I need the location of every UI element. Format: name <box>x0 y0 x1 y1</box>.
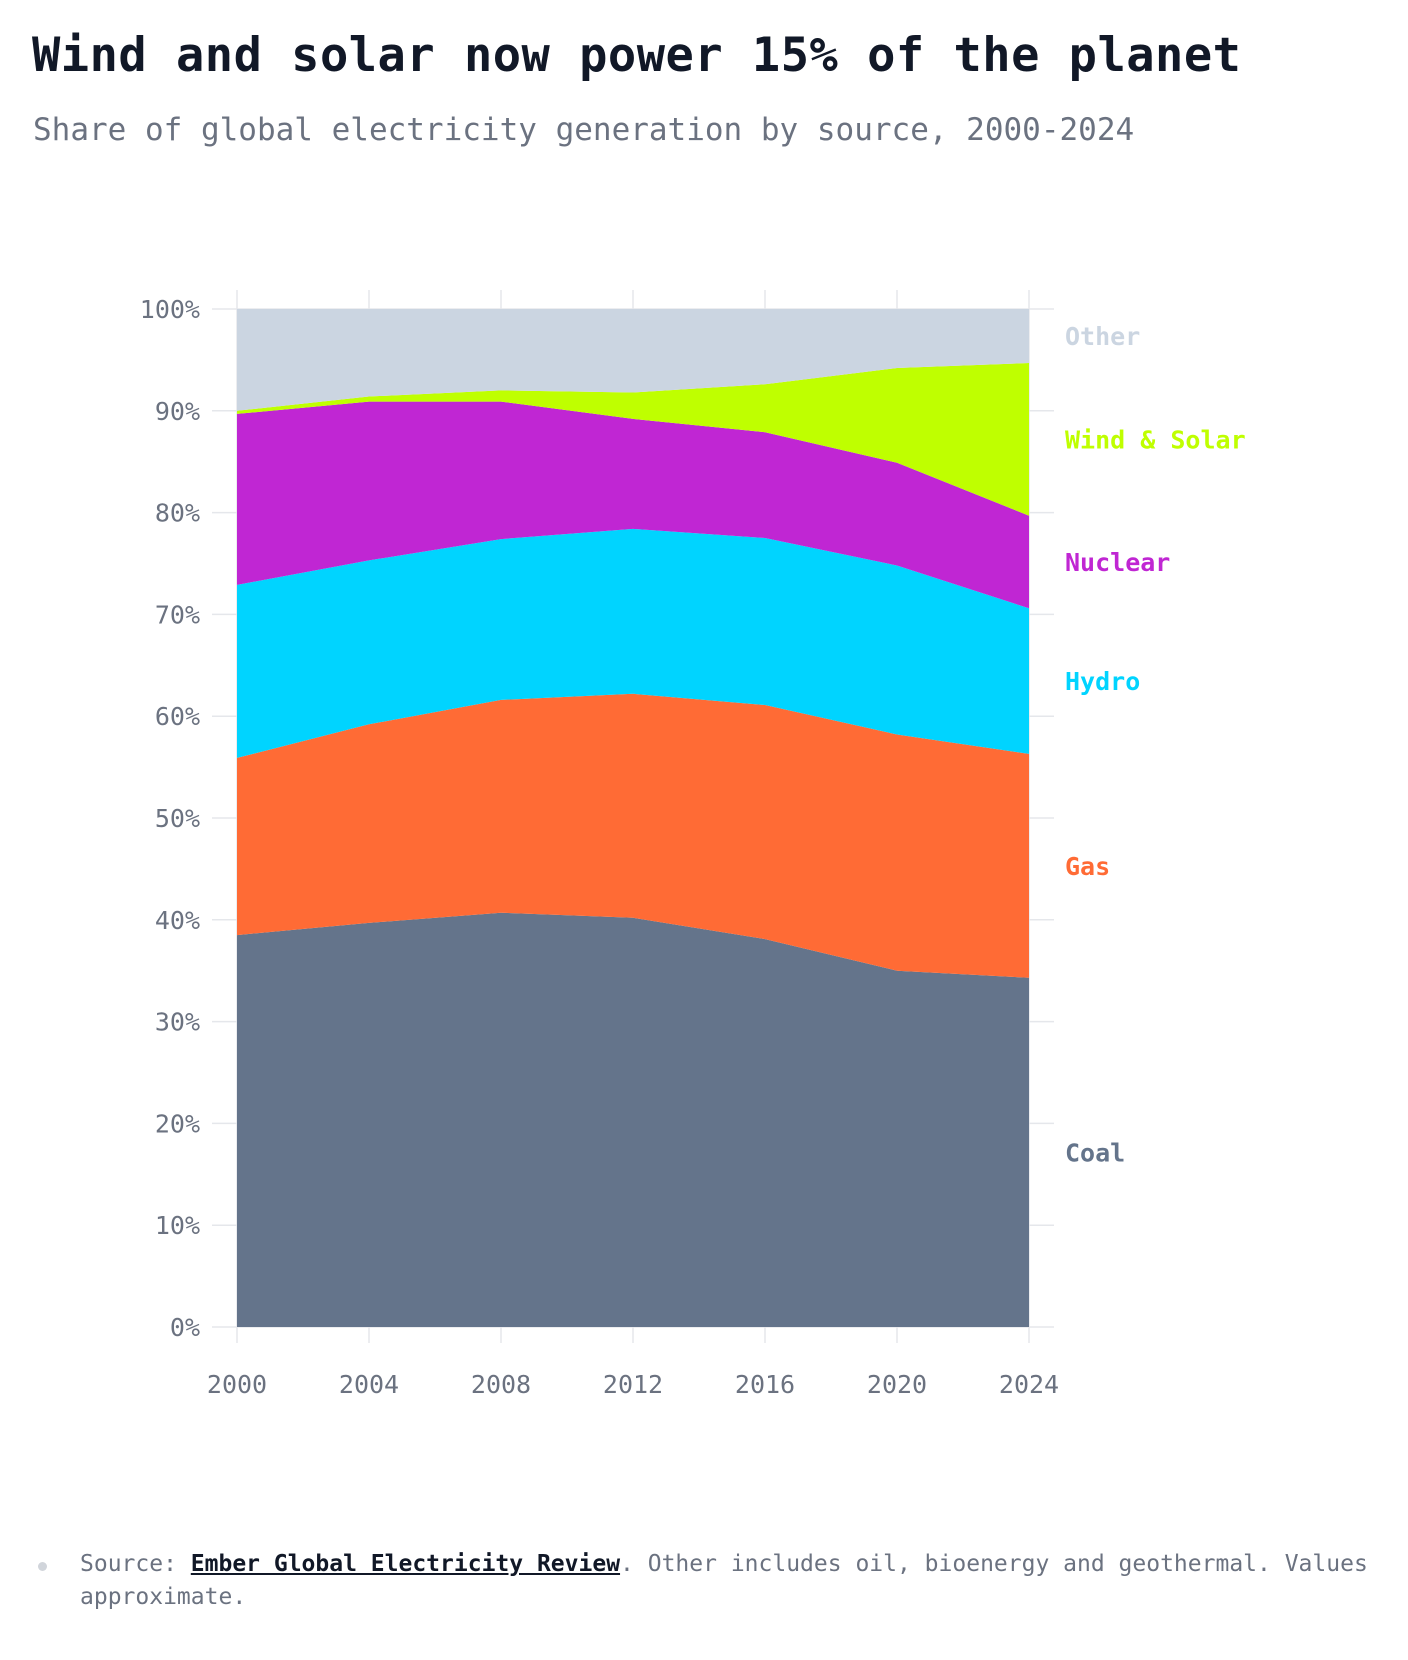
axis-layer: 0% 10% 20% 30% 40% 50% 60% 70% 80% 90% 100% 2000 200… <box>140 295 1059 1399</box>
series-label-gas: Gas <box>1065 852 1110 881</box>
chart-title: Wind and solar now power 15% of the plan… <box>32 28 1242 83</box>
footnote: Source: Ember Global Electricity Review.… <box>80 1548 1380 1614</box>
y-tick-label: 40% <box>155 906 200 935</box>
area-coal <box>237 912 1029 1327</box>
y-tick-label: 80% <box>155 499 200 528</box>
y-tick-label: 0% <box>170 1313 200 1342</box>
x-tick-label: 2000 <box>207 1370 267 1399</box>
source-link[interactable]: Ember Global Electricity Review <box>190 1551 621 1577</box>
x-tick-label: 2024 <box>999 1370 1059 1399</box>
x-tick-label: 2016 <box>735 1370 795 1399</box>
chart-subtitle: Share of global electricity generation b… <box>33 112 1135 148</box>
area-hydro <box>237 528 1029 758</box>
area-layer <box>237 309 1029 1327</box>
y-tick-label: 20% <box>155 1109 200 1138</box>
x-tick-label: 2012 <box>603 1370 663 1399</box>
y-tick-label: 90% <box>155 397 200 426</box>
footnote-suffix: . Other includes oil, bioenergy and geot… <box>80 1551 1368 1610</box>
series-label-wind-solar: Wind & Solar <box>1065 425 1246 454</box>
stacked-area-chart: 0% 10% 20% 30% 40% 50% 60% 70% 80% 90% 100% 2000 200… <box>140 290 1246 1399</box>
y-tick-label: 100% <box>140 295 200 324</box>
footnote-prefix: Source: <box>80 1551 191 1577</box>
series-label-coal: Coal <box>1065 1138 1125 1167</box>
x-tick-label: 2020 <box>867 1370 927 1399</box>
series-label-other: Other <box>1065 322 1140 351</box>
area-wind-solar <box>237 363 1029 516</box>
x-tick-label: 2008 <box>471 1370 531 1399</box>
y-tick-label: 50% <box>155 804 200 833</box>
series-label-layer: Coal Gas Hydro Nuclear Wind & Solar Other <box>1065 322 1246 1167</box>
x-tick-label: 2004 <box>339 1370 399 1399</box>
y-tick-label: 60% <box>155 702 200 731</box>
y-tick-label: 70% <box>155 600 200 629</box>
area-gas <box>237 693 1029 978</box>
area-other <box>237 309 1029 411</box>
y-tick-label: 30% <box>155 1008 200 1037</box>
y-tick-label: 10% <box>155 1211 200 1240</box>
area-nuclear <box>237 401 1029 609</box>
series-label-nuclear: Nuclear <box>1065 548 1170 577</box>
series-label-hydro: Hydro <box>1065 667 1140 696</box>
footnote-bullet <box>38 1562 47 1571</box>
